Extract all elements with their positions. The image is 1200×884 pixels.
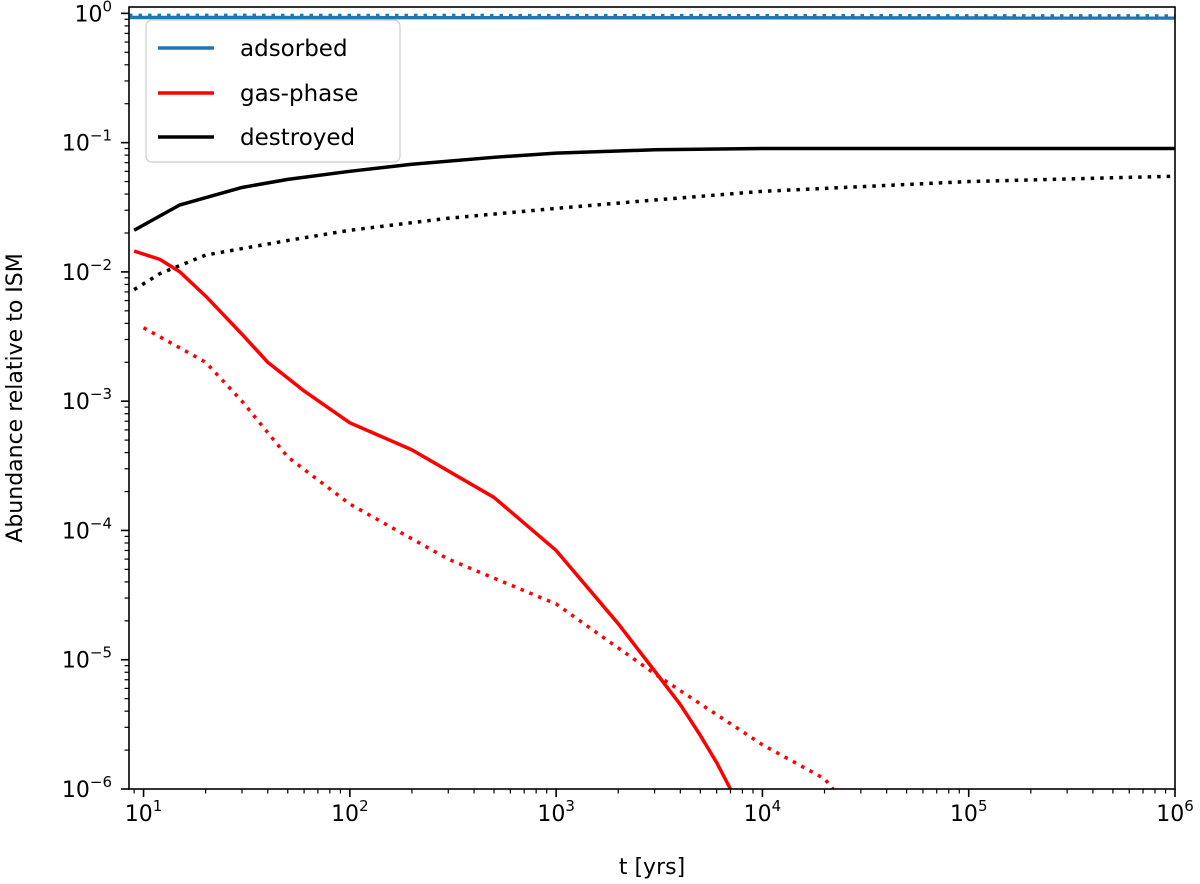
x-axis-label: t [yrs] bbox=[619, 855, 685, 880]
series-line-destroyed-solid bbox=[133, 146, 1175, 232]
y-axis-label: Abundance relative to ISM bbox=[3, 253, 28, 542]
series-layer bbox=[129, 13, 1175, 789]
series-line-destroyed-dotted bbox=[133, 174, 1175, 292]
series-line-gas-phase-dotted bbox=[142, 326, 835, 789]
y-tick-label: 10−4 bbox=[62, 514, 112, 544]
y-tick-label: 10−1 bbox=[62, 127, 112, 157]
plot-frame bbox=[128, 6, 1176, 790]
legend: adsorbed gas-phase destroyed bbox=[145, 19, 401, 163]
y-tick-label: 10−3 bbox=[62, 385, 112, 415]
legend-label-adsorbed: adsorbed bbox=[240, 36, 348, 62]
series-line-gas-phase-solid bbox=[133, 249, 733, 789]
y-tick-label: 10−6 bbox=[62, 773, 112, 803]
x-tick-label: 104 bbox=[744, 797, 782, 827]
series-line-adsorbed-solid bbox=[129, 15, 1175, 20]
x-tick-label: 103 bbox=[537, 797, 575, 827]
legend-frame bbox=[145, 19, 401, 163]
y-tick-label: 100 bbox=[74, 0, 112, 27]
legend-label-destroyed: destroyed bbox=[240, 125, 355, 151]
y-tick-label: 10−2 bbox=[62, 256, 112, 286]
x-tick-label: 101 bbox=[125, 797, 163, 827]
legend-label-gas-phase: gas-phase bbox=[240, 81, 358, 107]
x-tick-label: 106 bbox=[1156, 797, 1194, 827]
ticks-layer: 101 102 103 104 105 106 100 10−1 10−2 10−3 10−4 10−… bbox=[62, 0, 1194, 827]
x-tick-label: 102 bbox=[331, 797, 369, 827]
y-tick-label: 10−5 bbox=[62, 644, 112, 674]
series-line-adsorbed-dotted bbox=[129, 13, 1175, 18]
x-tick-label: 105 bbox=[950, 797, 988, 827]
